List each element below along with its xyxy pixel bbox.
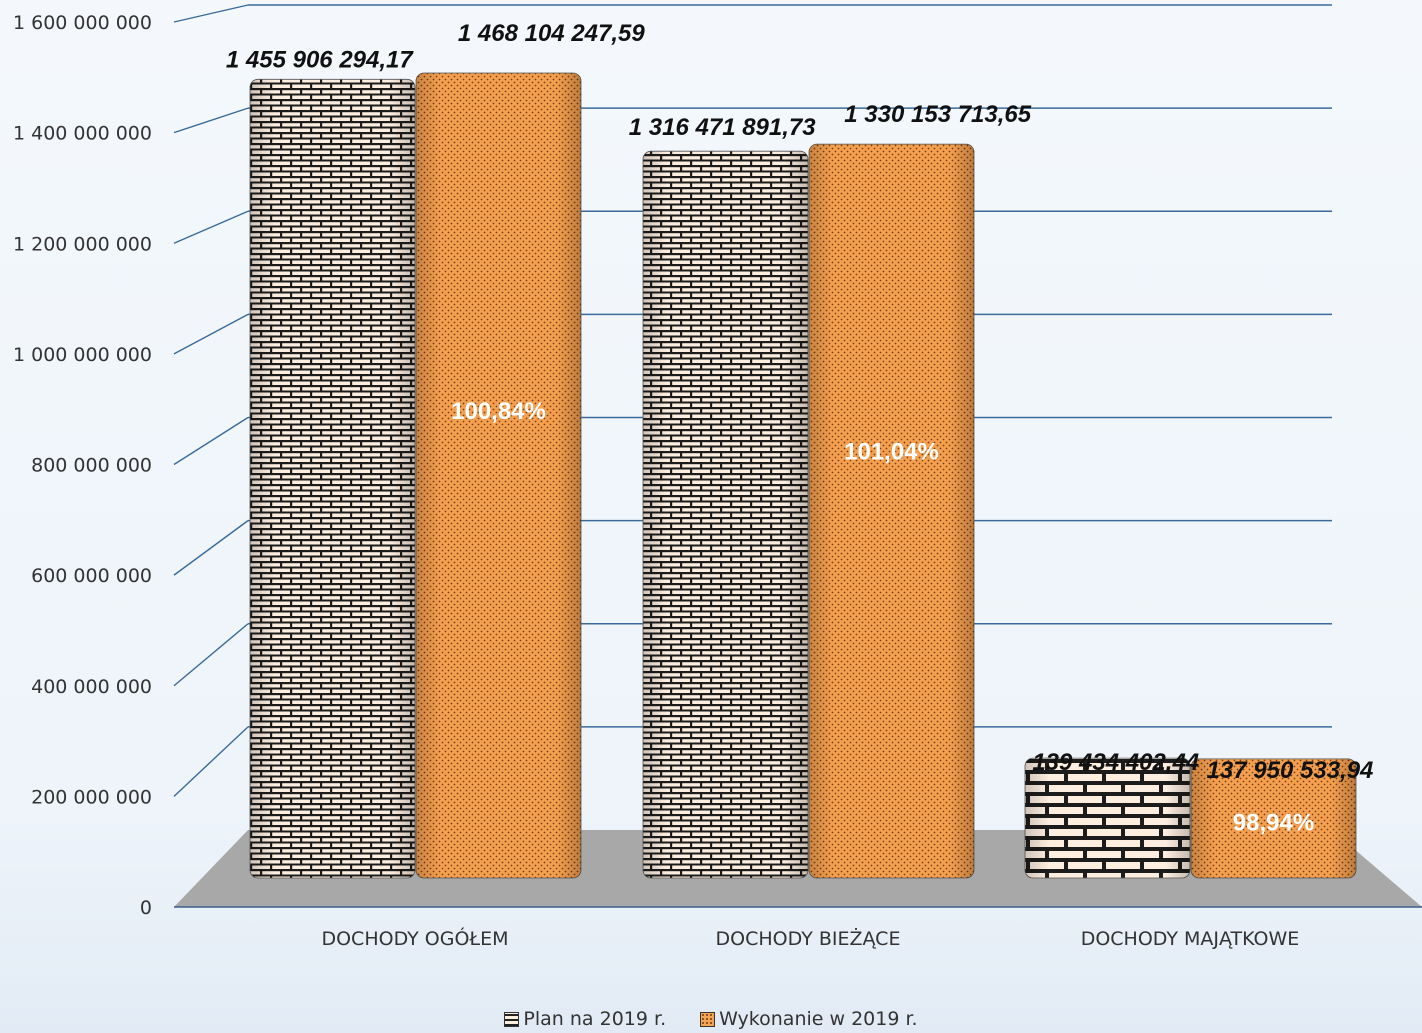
percent-label: 98,94% bbox=[1233, 809, 1314, 836]
legend-swatch-wykonanie bbox=[700, 1011, 716, 1027]
y-tick-label: 0 bbox=[140, 897, 152, 919]
category-label: DOCHODY MAJĄTKOWE bbox=[1081, 928, 1300, 950]
bar-shade bbox=[643, 151, 808, 878]
data-label: 137 950 533,94 bbox=[1207, 757, 1374, 784]
percent-label: 100,84% bbox=[451, 398, 546, 425]
grid-diagonal bbox=[173, 210, 249, 244]
data-label: 1 316 471 891,73 bbox=[629, 114, 816, 141]
y-tick-label: 600 000 000 bbox=[31, 565, 152, 587]
grid-diagonal bbox=[173, 623, 249, 687]
data-label: 1 455 906 294,17 bbox=[226, 46, 414, 73]
bar-shade bbox=[809, 144, 974, 878]
data-label: 139 434 402,44 bbox=[1032, 749, 1199, 776]
bar-shade bbox=[416, 73, 581, 879]
legend-item-wykonanie: Wykonanie w 2019 r. bbox=[700, 1008, 918, 1030]
y-tick-label: 1 400 000 000 bbox=[13, 123, 152, 145]
y-tick-label: 1 200 000 000 bbox=[13, 233, 152, 255]
y-tick-label: 400 000 000 bbox=[31, 676, 152, 698]
category-label: DOCHODY OGÓŁEM bbox=[321, 926, 508, 950]
legend-label-plan: Plan na 2019 r. bbox=[523, 1008, 667, 1030]
y-tick-label: 1 600 000 000 bbox=[13, 12, 152, 34]
bar-shade bbox=[1025, 758, 1190, 878]
grid-diagonal bbox=[173, 107, 249, 134]
category-label: DOCHODY BIEŻĄCE bbox=[716, 927, 901, 950]
legend: Plan na 2019 r. Wykonanie w 2019 r. bbox=[0, 1008, 1422, 1030]
bar-shade bbox=[1191, 758, 1356, 878]
grid-diagonal bbox=[173, 416, 249, 466]
y-tick-label: 200 000 000 bbox=[31, 786, 152, 808]
y-tick-label: 800 000 000 bbox=[31, 455, 152, 477]
grid-diagonal bbox=[173, 313, 249, 355]
percent-label: 101,04% bbox=[844, 439, 939, 466]
grid-diagonal bbox=[173, 726, 249, 797]
data-label: 1 330 153 713,65 bbox=[844, 101, 1031, 128]
bar-shade bbox=[250, 79, 415, 878]
grid-diagonal bbox=[173, 520, 249, 576]
legend-item-plan: Plan na 2019 r. bbox=[504, 1008, 666, 1030]
y-tick-label: 1 000 000 000 bbox=[13, 344, 152, 366]
legend-label-wykonanie: Wykonanie w 2019 r. bbox=[719, 1008, 918, 1030]
data-label: 1 468 104 247,59 bbox=[458, 20, 645, 47]
legend-swatch-plan bbox=[504, 1011, 520, 1027]
bar-chart: 0 200 000 000 400 000 000 600 000 000 800 00… bbox=[13, 4, 1422, 950]
grid-diagonal bbox=[173, 4, 249, 23]
